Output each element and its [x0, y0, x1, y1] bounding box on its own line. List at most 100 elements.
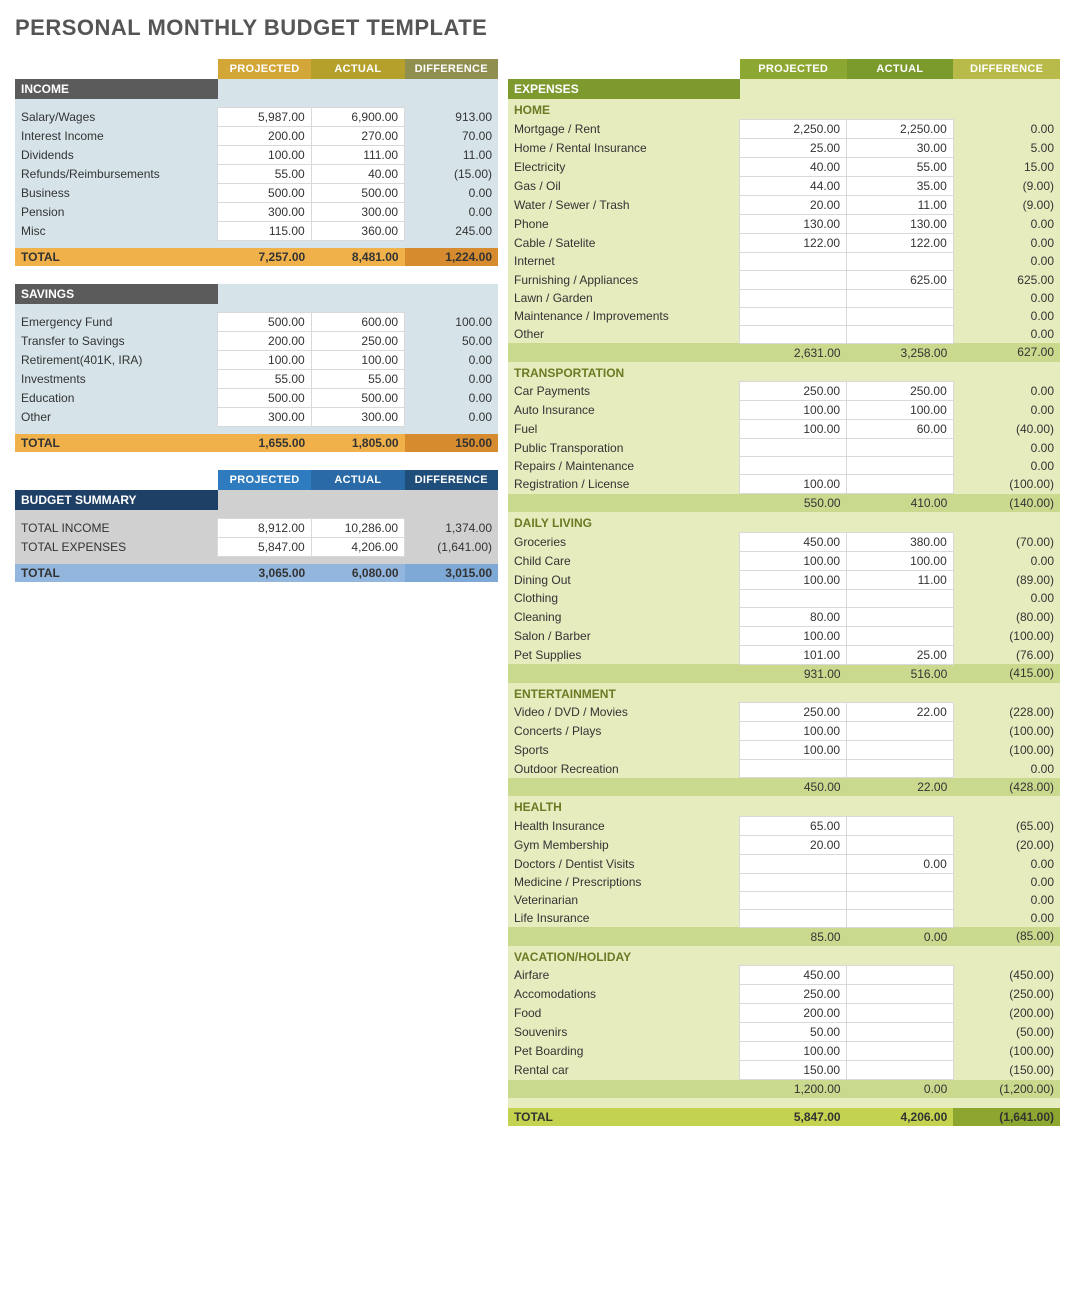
cell-projected[interactable]	[740, 439, 847, 457]
cell-actual[interactable]	[847, 307, 954, 325]
cell-actual[interactable]	[847, 626, 954, 645]
cell-projected[interactable]: 100.00	[218, 350, 311, 369]
cell-projected[interactable]: 20.00	[740, 835, 847, 854]
cell-actual[interactable]: 11.00	[847, 195, 954, 214]
cell-projected[interactable]: 65.00	[740, 816, 847, 835]
cell-projected[interactable]	[740, 289, 847, 307]
cell-actual[interactable]	[847, 760, 954, 778]
cell-actual[interactable]: 300.00	[311, 407, 404, 426]
cell-actual[interactable]	[847, 873, 954, 891]
cell-actual[interactable]: 40.00	[311, 164, 404, 183]
cell-projected[interactable]: 40.00	[740, 157, 847, 176]
cell-projected[interactable]: 150.00	[740, 1061, 847, 1080]
cell-actual[interactable]: 500.00	[311, 183, 404, 202]
cell-projected[interactable]: 122.00	[740, 233, 847, 252]
cell-projected[interactable]: 250.00	[740, 985, 847, 1004]
cell-actual[interactable]: 6,900.00	[311, 107, 404, 126]
cell-actual[interactable]: 250.00	[311, 331, 404, 350]
cell-projected[interactable]: 130.00	[740, 214, 847, 233]
cell-actual[interactable]: 10,286.00	[311, 518, 404, 537]
cell-actual[interactable]: 2,250.00	[847, 119, 954, 138]
cell-actual[interactable]	[847, 325, 954, 343]
cell-actual[interactable]	[847, 816, 954, 835]
cell-projected[interactable]: 55.00	[218, 369, 311, 388]
cell-actual[interactable]	[847, 722, 954, 741]
cell-actual[interactable]	[847, 589, 954, 607]
cell-projected[interactable]: 101.00	[740, 645, 847, 664]
cell-actual[interactable]	[847, 1061, 954, 1080]
cell-actual[interactable]: 100.00	[847, 551, 954, 570]
cell-actual[interactable]: 111.00	[311, 145, 404, 164]
cell-projected[interactable]	[740, 854, 847, 873]
cell-projected[interactable]: 100.00	[740, 401, 847, 420]
cell-projected[interactable]: 5,847.00	[218, 537, 311, 556]
cell-actual[interactable]: 0.00	[847, 854, 954, 873]
cell-actual[interactable]	[847, 457, 954, 475]
cell-actual[interactable]: 130.00	[847, 214, 954, 233]
cell-projected[interactable]	[740, 760, 847, 778]
cell-actual[interactable]: 55.00	[311, 369, 404, 388]
cell-actual[interactable]	[847, 741, 954, 760]
cell-projected[interactable]	[740, 891, 847, 909]
cell-actual[interactable]: 55.00	[847, 157, 954, 176]
cell-actual[interactable]: 4,206.00	[311, 537, 404, 556]
cell-actual[interactable]: 100.00	[847, 401, 954, 420]
cell-projected[interactable]: 115.00	[218, 221, 311, 240]
cell-projected[interactable]: 100.00	[740, 741, 847, 760]
cell-actual[interactable]: 22.00	[847, 703, 954, 722]
cell-projected[interactable]: 100.00	[740, 722, 847, 741]
cell-actual[interactable]: 30.00	[847, 138, 954, 157]
cell-actual[interactable]	[847, 439, 954, 457]
cell-actual[interactable]	[847, 289, 954, 307]
cell-projected[interactable]: 44.00	[740, 176, 847, 195]
cell-projected[interactable]: 8,912.00	[218, 518, 311, 537]
cell-actual[interactable]: 100.00	[311, 350, 404, 369]
cell-projected[interactable]: 100.00	[740, 1042, 847, 1061]
cell-actual[interactable]	[847, 1042, 954, 1061]
cell-projected[interactable]	[740, 589, 847, 607]
cell-actual[interactable]: 300.00	[311, 202, 404, 221]
cell-projected[interactable]: 300.00	[218, 407, 311, 426]
cell-actual[interactable]	[847, 891, 954, 909]
cell-actual[interactable]	[847, 1023, 954, 1042]
cell-actual[interactable]	[847, 909, 954, 927]
cell-projected[interactable]	[740, 909, 847, 927]
cell-projected[interactable]	[740, 325, 847, 343]
cell-projected[interactable]: 200.00	[218, 126, 311, 145]
cell-projected[interactable]: 100.00	[740, 420, 847, 439]
cell-projected[interactable]: 100.00	[740, 551, 847, 570]
cell-projected[interactable]	[740, 252, 847, 270]
cell-actual[interactable]	[847, 1004, 954, 1023]
cell-projected[interactable]: 100.00	[740, 570, 847, 589]
cell-actual[interactable]	[847, 835, 954, 854]
cell-projected[interactable]: 500.00	[218, 388, 311, 407]
cell-actual[interactable]	[847, 607, 954, 626]
cell-projected[interactable]: 500.00	[218, 312, 311, 331]
cell-projected[interactable]: 55.00	[218, 164, 311, 183]
cell-projected[interactable]: 25.00	[740, 138, 847, 157]
cell-projected[interactable]: 50.00	[740, 1023, 847, 1042]
cell-projected[interactable]: 250.00	[740, 382, 847, 401]
cell-projected[interactable]: 200.00	[218, 331, 311, 350]
cell-projected[interactable]: 80.00	[740, 607, 847, 626]
cell-actual[interactable]	[847, 966, 954, 985]
cell-projected[interactable]	[740, 457, 847, 475]
cell-projected[interactable]	[740, 873, 847, 891]
cell-actual[interactable]: 600.00	[311, 312, 404, 331]
cell-projected[interactable]: 100.00	[740, 475, 847, 494]
cell-actual[interactable]: 11.00	[847, 570, 954, 589]
cell-projected[interactable]: 450.00	[740, 532, 847, 551]
cell-projected[interactable]: 450.00	[740, 966, 847, 985]
cell-actual[interactable]	[847, 985, 954, 1004]
cell-actual[interactable]: 25.00	[847, 645, 954, 664]
cell-projected[interactable]: 100.00	[740, 626, 847, 645]
cell-projected[interactable]	[740, 307, 847, 325]
cell-actual[interactable]: 35.00	[847, 176, 954, 195]
cell-actual[interactable]	[847, 475, 954, 494]
cell-actual[interactable]: 625.00	[847, 270, 954, 289]
cell-actual[interactable]: 380.00	[847, 532, 954, 551]
cell-projected[interactable]: 20.00	[740, 195, 847, 214]
cell-projected[interactable]: 500.00	[218, 183, 311, 202]
cell-actual[interactable]	[847, 252, 954, 270]
cell-actual[interactable]: 122.00	[847, 233, 954, 252]
